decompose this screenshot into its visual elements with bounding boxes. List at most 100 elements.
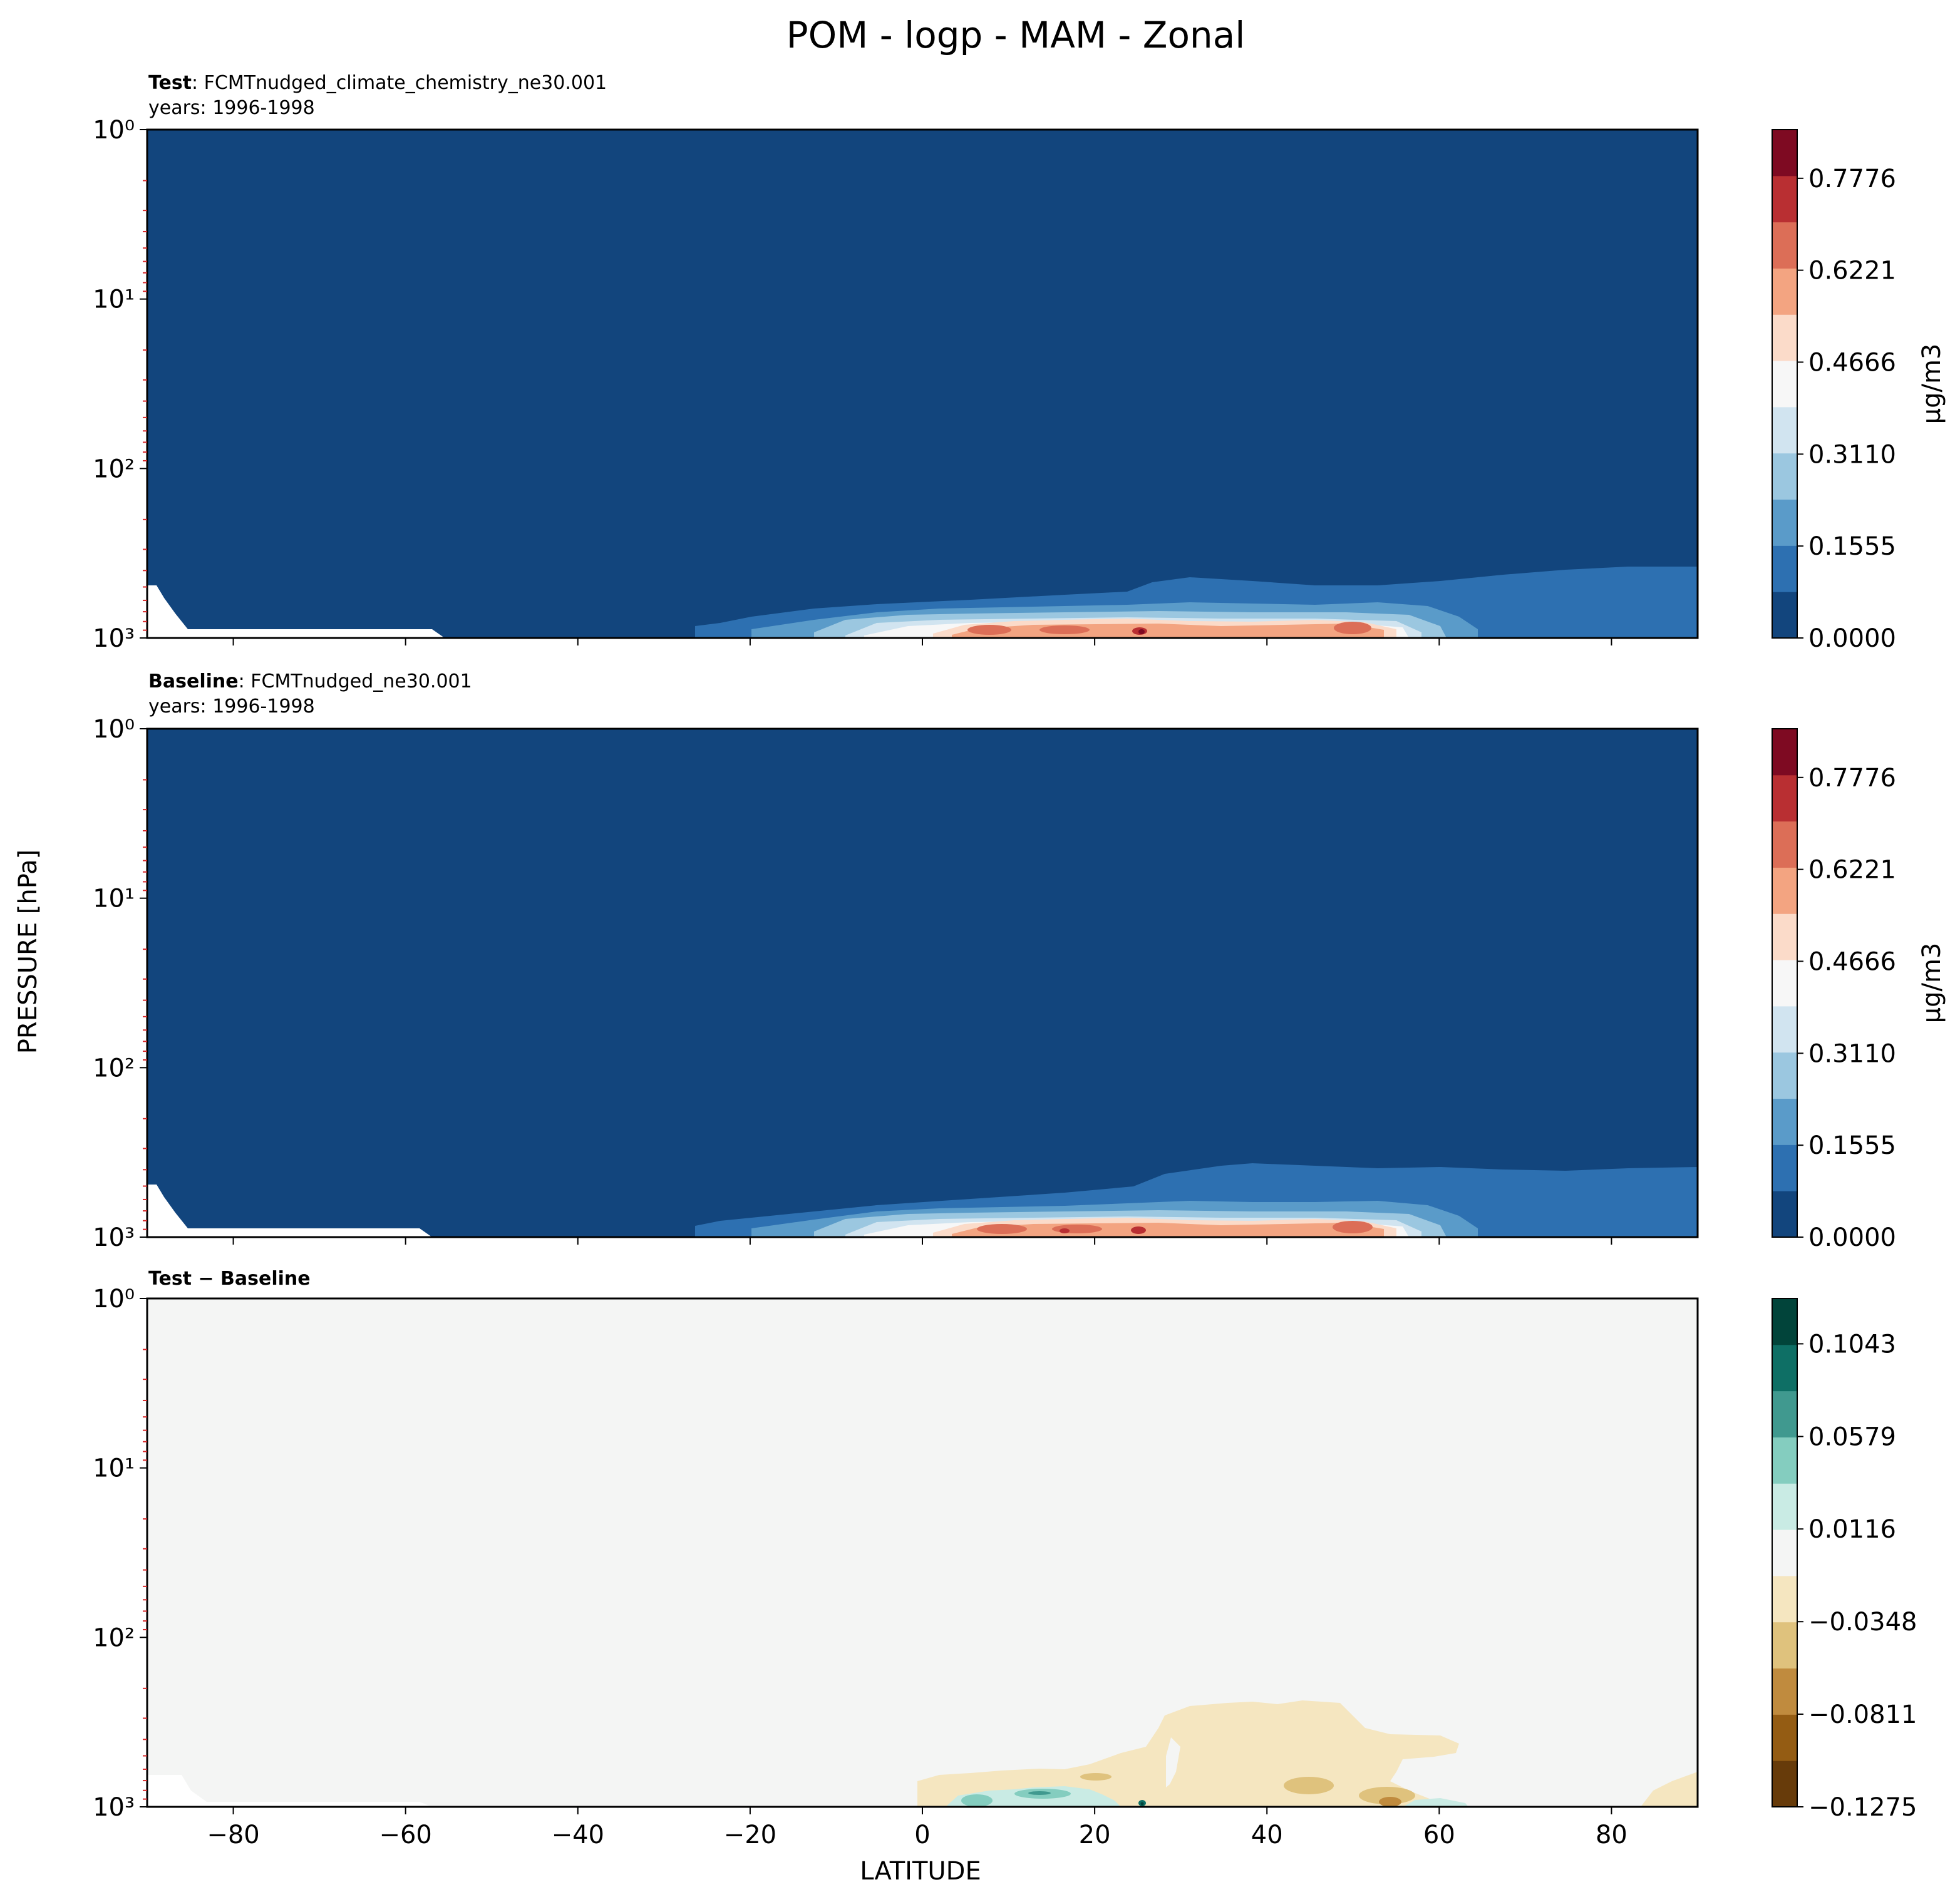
x-tick-label: −40 [552,1821,604,1849]
contour-level-neg2-blob [1080,1773,1112,1781]
colorbar: −0.1275 −0.0811 −0.0348 0.0116 0.0579 0.1043 [1772,1298,1917,1822]
missing-data-region [147,1185,432,1237]
colorbar-segment [1772,774,1797,822]
y-tick-label: 10³ [93,1793,135,1822]
contour-field [147,130,1698,638]
colorbar-label: μg/m3 [1917,344,1946,424]
colorbar-segment [1772,1437,1797,1484]
axes-ticks: 10⁰ 10¹ 10² 10³ [93,116,1612,653]
y-axis-label: PRESSURE [hPa] [14,850,43,1054]
colorbar-segment [1772,960,1797,1007]
contour-level-neutral [147,1298,1698,1807]
x-tick-label: 40 [1251,1821,1283,1849]
colorbar-frame [1772,1298,1798,1807]
panel-baseline: Baseline: FCMTnudged_ne30.001 years: 199… [93,671,1946,1252]
contour-level-0 [147,729,1698,1237]
colorbar-segment [1772,1144,1797,1191]
colorbar-segment [1772,1622,1797,1669]
colorbar-tick-label: 0.1555 [1808,1131,1896,1160]
panel-title-bold: Test − Baseline [148,1268,311,1290]
contour-level-8-blob [1334,622,1371,634]
panel-title: Test − Baseline [148,1268,311,1290]
colorbar-segment [1772,361,1797,408]
panel-title-rest: : FCMTnudged_climate_chemistry_ne30.001 [192,72,607,94]
colorbar-frame [1772,129,1798,639]
contour-level-pos5-blob [1140,1802,1144,1806]
y-tick-label: 10³ [93,1223,135,1252]
x-tick-label: −20 [724,1821,776,1849]
colorbar-segment [1772,1529,1797,1576]
colorbar-segment [1772,867,1797,914]
y-tick-label: 10² [93,455,135,483]
colorbar-tick-label: 0.3110 [1808,440,1896,469]
colorbar-tick-label: 0.0579 [1808,1422,1896,1451]
colorbar-segment [1772,545,1797,592]
colorbar-tick-label: 0.0000 [1808,624,1896,653]
colorbar-segment [1772,453,1797,500]
colorbar-tick-label: 0.6221 [1808,257,1896,285]
x-tick-label: 0 [914,1821,930,1849]
contour-level-8-blob [967,625,1011,635]
colorbar-segment [1772,268,1797,315]
x-tick-label: 20 [1079,1821,1111,1849]
contour-level-neg2-blob [1284,1777,1334,1794]
colorbar-segment [1772,314,1797,361]
contour-level-8-blob [1039,625,1090,634]
panel-title-rest: : FCMTnudged_ne30.001 [239,671,472,692]
colorbar-tick-label: −0.1275 [1808,1793,1917,1822]
colorbar-segment [1772,1714,1797,1761]
contour-level-8-blob [977,1224,1027,1234]
colorbar-segment [1772,1344,1797,1392]
contour-field [147,729,1698,1237]
colorbar-segment [1772,1575,1797,1623]
contour-level-0 [147,130,1698,638]
colorbar-segment [1772,913,1797,960]
y-tick-label: 10² [93,1054,135,1082]
contour-level-8-blob [1052,1225,1102,1233]
figure-title: POM - logp - MAM - Zonal [787,14,1246,56]
colorbar-segment [1772,222,1797,269]
colorbar-frame [1772,728,1798,1238]
y-tick-label: 10¹ [93,885,135,913]
axes-ticks: 10⁰ 10¹ 10² 10³ −80 −60 −40 −20 0 20 40 60 80 [93,1285,1627,1849]
colorbar-tick-label: 0.7776 [1808,764,1896,793]
x-tick-label: −60 [379,1821,431,1849]
colorbar-segment [1772,1391,1797,1437]
colorbar-segment [1772,592,1797,639]
colorbar-segment [1772,1052,1797,1099]
colorbar-segment [1772,1483,1797,1530]
colorbar-tick-label: 0.4666 [1808,348,1896,377]
panel-test: Test: FCMTnudged_climate_chemistry_ne30.… [93,72,1946,653]
x-tick-label: −80 [207,1821,259,1849]
panel-title: Baseline: FCMTnudged_ne30.001 [148,671,472,692]
colorbar-segment [1772,1761,1797,1807]
contour-level-neg1 [1641,1772,1698,1807]
colorbar-segment [1772,406,1797,454]
colorbar-segment [1772,175,1797,223]
panel-title: Test: FCMTnudged_climate_chemistry_ne30.… [148,72,607,94]
missing-data-region [147,585,445,638]
panel-subtitle: years: 1996-1998 [148,97,315,119]
panel-difference: Test − Baseline 10⁰ 10¹ 10² 10³ −80 −60 −40 −20… [93,1268,1917,1849]
contour-level-pos3-blob [1028,1791,1051,1795]
colorbar-label: μg/m3 [1917,943,1946,1024]
missing-data-region [147,1775,432,1807]
colorbar-segment [1772,729,1797,776]
y-tick-label: 10³ [93,624,135,653]
x-axis-label: LATITUDE [860,1857,981,1886]
colorbar-tick-label: 0.0000 [1808,1223,1896,1252]
x-tick-label: 60 [1423,1821,1455,1849]
x-tick-label: 80 [1596,1821,1627,1849]
contour-level-neg3-blob [1379,1797,1401,1807]
colorbar-tick-label: −0.0348 [1808,1608,1917,1637]
panel-title-bold: Baseline [148,671,239,692]
y-tick-label: 10¹ [93,1454,135,1483]
colorbar-tick-label: 0.4666 [1808,947,1896,976]
contour-level-neutral-gap [1166,1737,1180,1787]
y-tick-label: 10⁰ [93,1285,135,1313]
contour-level-neg2-blob [1359,1787,1415,1804]
colorbar-tick-label: 0.1043 [1808,1330,1896,1359]
colorbar-tick-label: 0.6221 [1808,856,1896,885]
colorbar-segment [1772,1098,1797,1145]
